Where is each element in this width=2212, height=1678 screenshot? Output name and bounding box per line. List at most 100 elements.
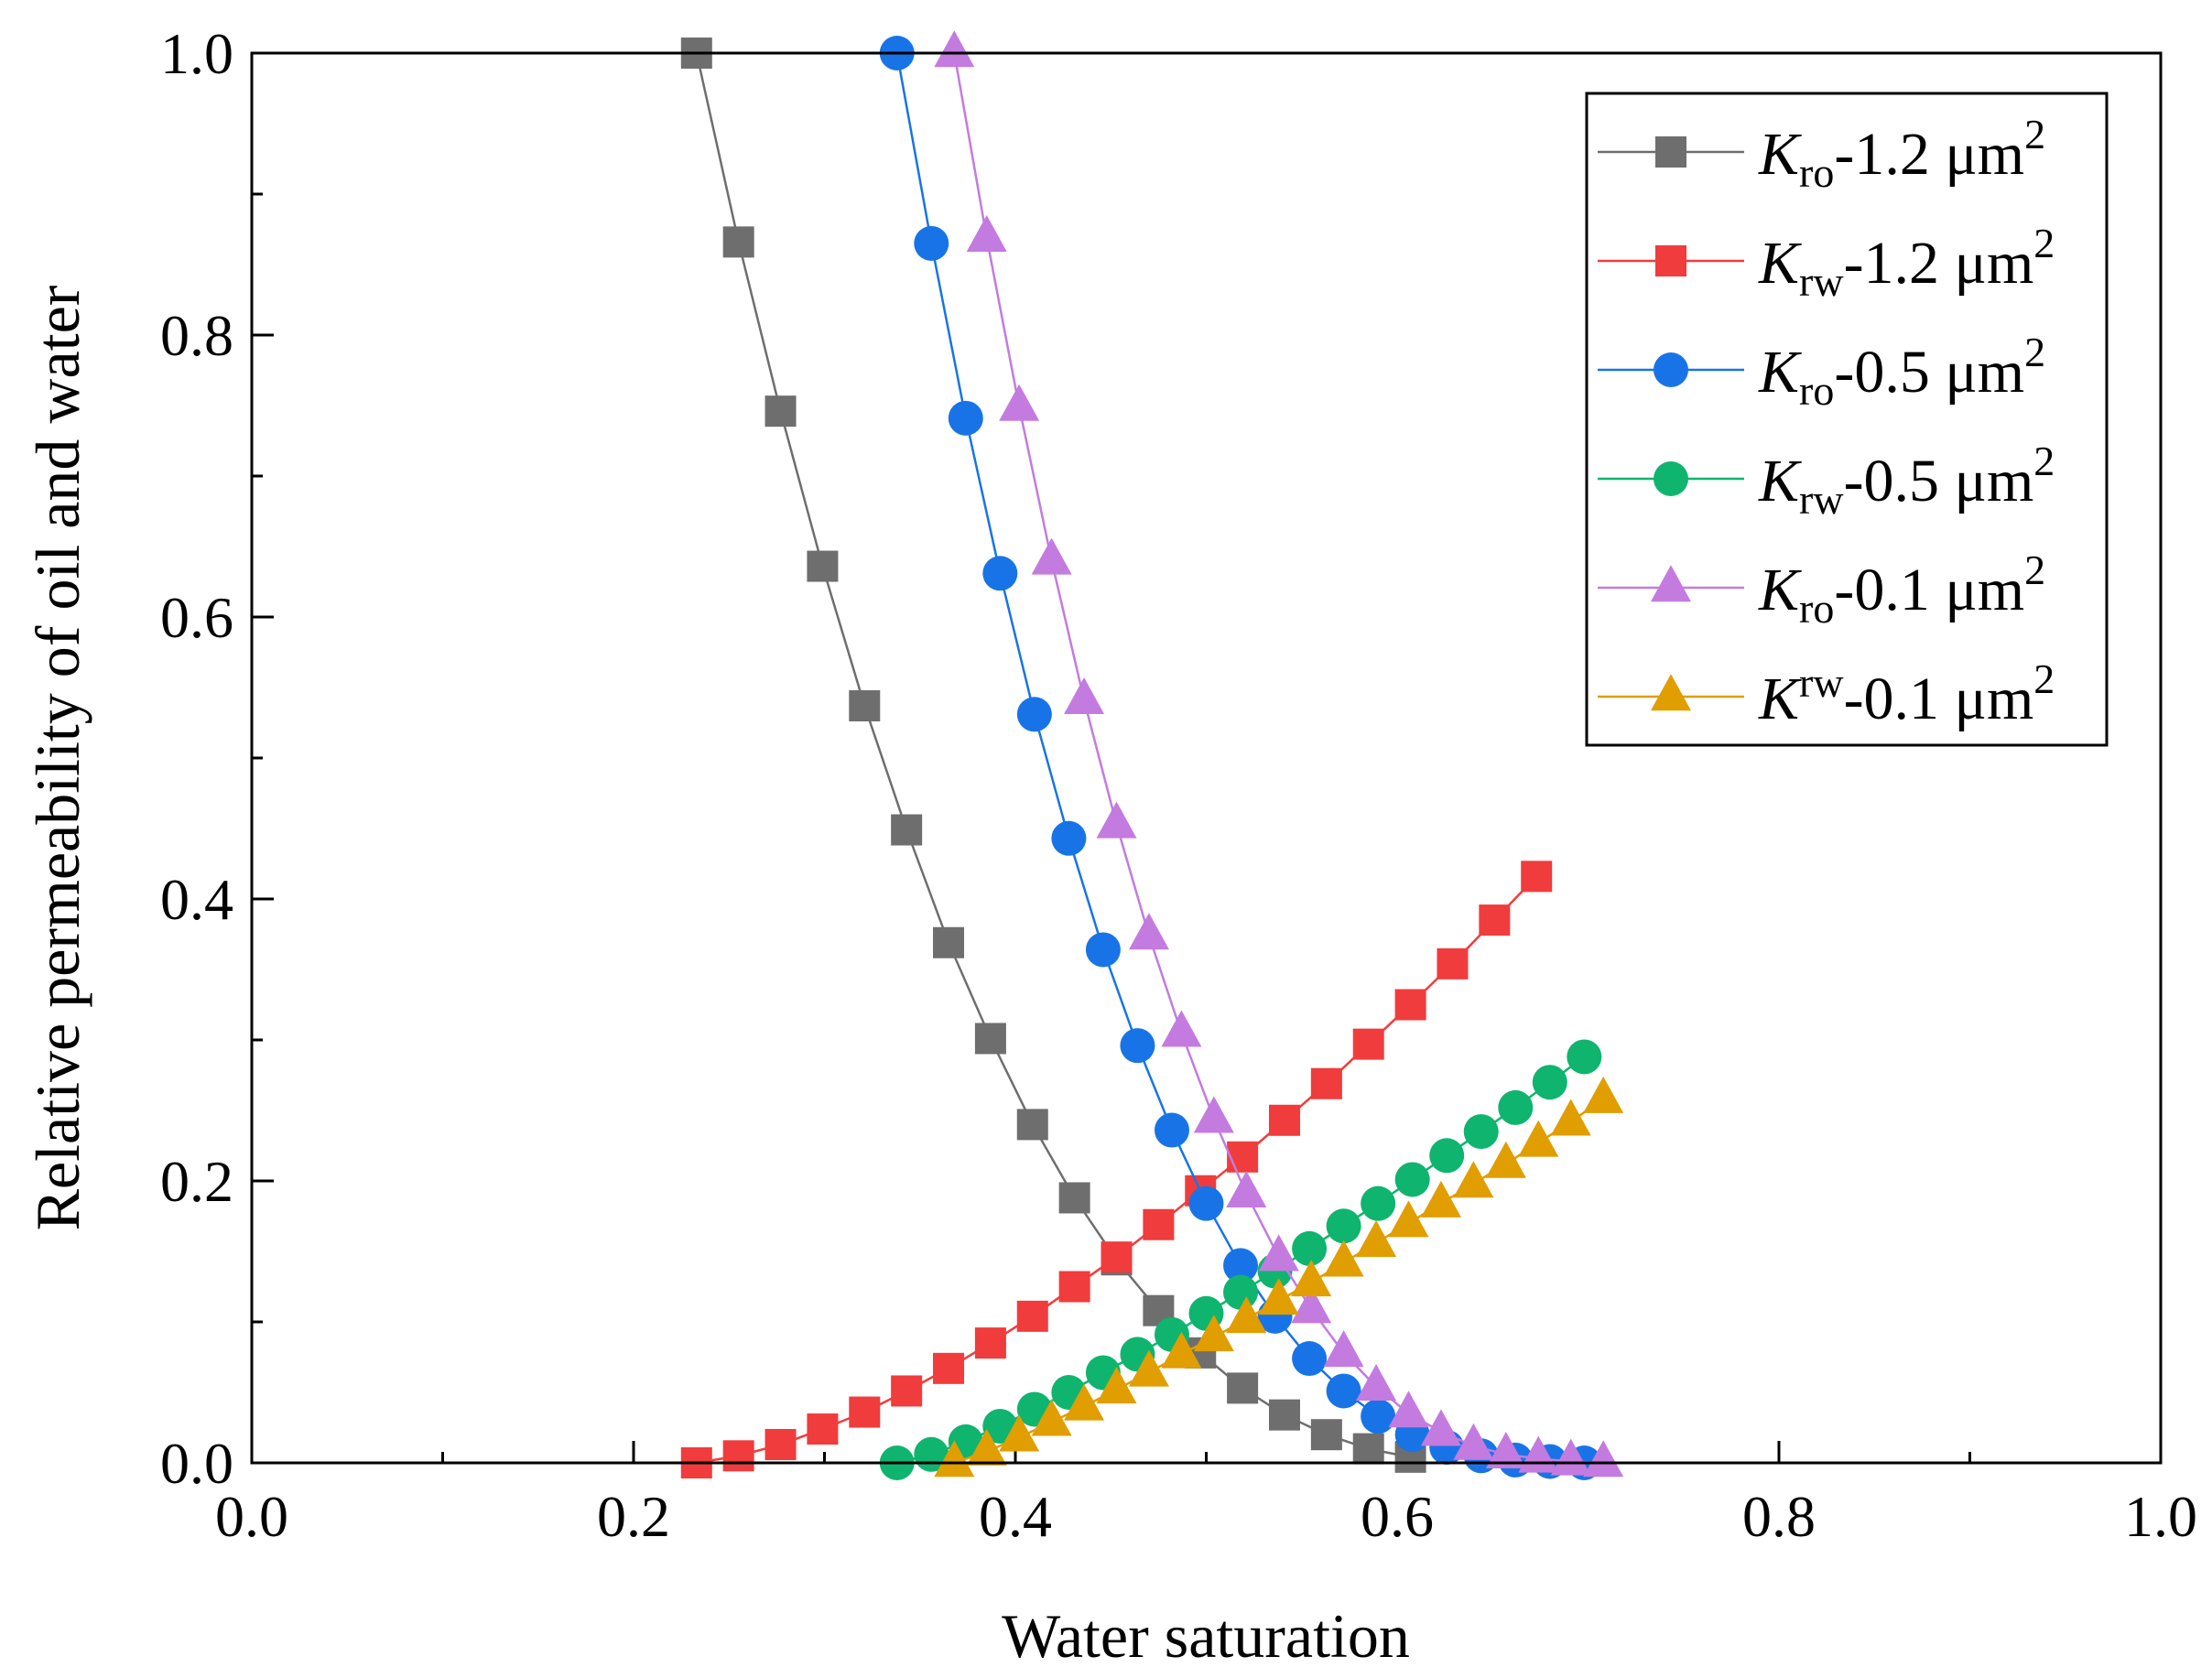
data-point-kro-0-5 [1188,1185,1224,1221]
data-point-kro-1-2 [933,926,965,958]
data-point-krw-0-1 [966,1428,1007,1466]
legend-entry-krw-0-1: Krw-0.1 μm2 [1598,655,2055,732]
data-point-kro-0-1 [1064,677,1105,715]
data-point-krw-0-1 [1453,1161,1494,1198]
data-point-krw-0-5 [1567,1039,1602,1075]
x-tick-label: 0.6 [1361,1484,1434,1549]
legend-symbol: K [1758,666,1802,732]
data-point-krw-0-1 [1064,1383,1105,1421]
data-point-krw-0-1 [1193,1315,1234,1352]
data-point-kro-0-1 [966,214,1007,252]
legend-exponent: 2 [2033,655,2055,702]
data-point-kro-0-1 [1291,1286,1332,1324]
data-point-kro-1-2 [1310,1419,1342,1451]
legend-symbol: K [1758,230,1802,297]
data-point-krw-1-2 [1058,1271,1090,1303]
data-point-kro-0-1 [1258,1234,1299,1272]
data-point-kro-0-1 [1226,1171,1267,1208]
legend-label: Krw-0.1 μm2 [1758,655,2055,732]
data-point-krw-0-1 [999,1414,1040,1452]
data-point-krw-0-5 [1532,1065,1567,1100]
legend-label: Kro-1.2 μm2 [1758,111,2045,196]
data-point-krw-0-5 [1463,1114,1499,1150]
data-point-krw-0-5 [1292,1230,1328,1266]
data-point-kro-0-5 [1085,932,1121,968]
legend-superscript: rw [1799,659,1844,706]
data-point-krw-0-1 [1420,1180,1461,1218]
legend-marker [1655,136,1686,168]
series-krw-0-5 [879,1039,1602,1480]
data-point-kro-1-2 [1227,1372,1259,1404]
data-point-kro-1-2 [1058,1182,1090,1214]
y-tick-label: 0.6 [160,585,233,650]
data-point-krw-1-2 [1437,947,1469,980]
data-point-kro-0-1 [1420,1409,1461,1446]
data-point-kro-0-5 [1292,1341,1328,1377]
legend-label: Krw-1.2 μm2 [1758,220,2055,305]
data-point-krw-1-2 [1101,1241,1133,1273]
data-point-krw-0-1 [1258,1278,1299,1315]
x-axis-ticks: 0.0 0.2 0.4 0.6 0.8 1.0 [215,1441,2197,1549]
legend-marker [1651,565,1691,602]
legend-exponent: 2 [2024,329,2045,375]
data-point-kro-0-1 [1096,801,1137,839]
x-tick-label: 1.0 [2124,1484,2197,1549]
data-point-kro-0-1 [1161,1010,1202,1047]
data-point-kro-0-1 [1356,1364,1397,1402]
legend-box [1585,92,2109,747]
data-point-kro-0-5 [914,225,949,261]
data-point-kro-0-1 [934,30,975,68]
legend-value: -0.1 μm [1834,557,2024,623]
data-point-kro-0-5 [948,400,983,436]
data-point-kro-0-5 [1361,1399,1396,1434]
legend-symbol: K [1758,121,1802,188]
y-axis-ticks: 0.0 0.2 0.4 0.6 0.8 1.0 [160,21,274,1496]
data-point-kro-0-1 [1193,1096,1234,1133]
legend-subscript: rw [1799,258,1844,305]
data-point-kro-0-1 [1388,1391,1429,1428]
x-tick-label: 0.8 [1742,1484,1816,1549]
legend-value: -0.5 μm [1844,448,2034,514]
legend-symbol: K [1758,448,1802,514]
data-point-krw-1-2 [1521,861,1553,893]
legend-entry-kro-0-1: Kro-0.1 μm2 [1598,547,2045,632]
data-point-krw-1-2 [1268,1104,1300,1136]
data-point-kro-0-5 [1154,1112,1189,1148]
data-point-krw-0-1 [1291,1260,1332,1297]
x-axis-title: Water saturation [1002,1601,1410,1671]
y-tick-label: 1.0 [160,21,233,86]
data-point-kro-1-2 [722,226,754,258]
data-point-krw-0-5 [1326,1208,1361,1244]
legend-exponent: 2 [2033,438,2055,484]
legend-exponent: 2 [2033,220,2055,266]
data-point-kro-0-5 [1051,820,1087,856]
data-point-krw-0-5 [1223,1274,1259,1310]
data-point-krw-0-1 [1550,1099,1591,1136]
plot-frame [250,51,2163,1465]
data-point-kro-0-1 [1453,1423,1494,1460]
legend-marker [1655,245,1686,276]
data-point-krw-0-1 [1388,1200,1429,1238]
data-point-krw-0-5 [1361,1185,1396,1221]
data-point-kro-0-1 [1550,1438,1591,1476]
series-kro-0-1 [934,30,1624,1478]
legend-exponent: 2 [2024,547,2045,593]
legend-symbol: K [1758,557,1802,623]
y-tick-label: 0.0 [160,1431,233,1496]
data-point-kro-1-2 [891,814,923,846]
legend-entry-kro-1-2: Kro-1.2 μm2 [1598,111,2045,196]
legend-subscript: ro [1799,149,1834,196]
data-point-krw-1-2 [1016,1300,1048,1332]
data-point-kro-1-2 [764,395,797,428]
data-point-krw-0-1 [1161,1331,1202,1369]
data-point-krw-0-5 [1498,1089,1534,1125]
data-point-krw-0-1 [1096,1367,1137,1404]
data-point-kro-0-5 [1016,697,1052,732]
series-layer [680,30,1624,1480]
data-point-krw-0-1 [1485,1141,1526,1178]
legend-value: -0.5 μm [1834,339,2024,406]
data-point-kro-1-2 [974,1023,1006,1055]
data-point-kro-1-2 [1352,1433,1384,1465]
legend-subscript: ro [1799,367,1834,414]
